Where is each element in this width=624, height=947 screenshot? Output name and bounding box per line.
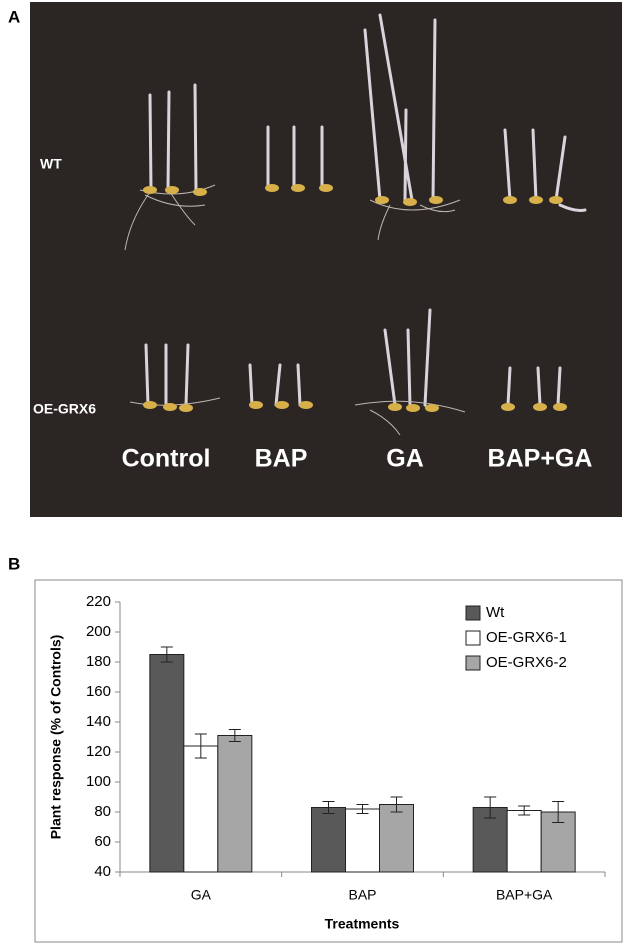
error-bar (228, 729, 241, 742)
column-label: BAP (255, 445, 308, 473)
bar (506, 810, 542, 873)
error-bar (160, 646, 173, 663)
y-tick-label: 200 (86, 623, 111, 640)
panel-label: B (8, 554, 20, 573)
x-tick-label: BAP (348, 887, 376, 903)
error-bar (390, 796, 403, 813)
legend-swatch (465, 605, 481, 621)
legend-label: Wt (486, 604, 505, 621)
legend-label: OE-GRX6-2 (486, 654, 567, 671)
y-axis-label: Plant response (% of Controls) (48, 635, 64, 840)
bar (149, 654, 185, 873)
bar (311, 807, 346, 873)
column-label: Control (122, 445, 211, 473)
y-tick-label: 40 (94, 863, 111, 880)
bar (217, 735, 253, 873)
column-label: GA (386, 445, 424, 473)
bar (379, 804, 414, 873)
y-tick-label: 80 (94, 803, 111, 820)
y-tick-label: 120 (86, 743, 111, 760)
bar (183, 745, 219, 873)
legend-swatch (465, 630, 481, 646)
error-bar (356, 804, 369, 814)
panel-label: A (8, 7, 20, 26)
y-tick-label: 180 (86, 653, 111, 670)
x-tick-label: GA (191, 887, 212, 903)
plot: 40 60 80 100 120 140 160 180 200 220 GA BAP BAP+GA Wt… (86, 593, 606, 903)
y-tick-label: 160 (86, 683, 111, 700)
row-label: OE-GRX6 (33, 401, 96, 417)
row-label: WT (40, 156, 62, 172)
error-bar (518, 805, 531, 816)
error-bar (322, 801, 335, 814)
x-axis-label: Treatments (325, 916, 400, 932)
x-tick-label: BAP+GA (496, 887, 553, 903)
y-tick-label: 60 (94, 833, 111, 850)
seedlings (124, 13, 587, 436)
column-label: BAP+GA (488, 445, 593, 473)
error-bar (552, 801, 565, 823)
error-bar (194, 733, 207, 759)
y-tick-label: 140 (86, 713, 111, 730)
bar (345, 808, 380, 873)
photo (30, 2, 622, 517)
legend-swatch (465, 655, 481, 671)
legend-label: OE-GRX6-1 (486, 629, 567, 646)
error-bar (484, 796, 497, 819)
chart-frame (34, 579, 623, 943)
y-tick-label: 220 (86, 593, 111, 610)
y-tick-label: 100 (86, 773, 111, 790)
